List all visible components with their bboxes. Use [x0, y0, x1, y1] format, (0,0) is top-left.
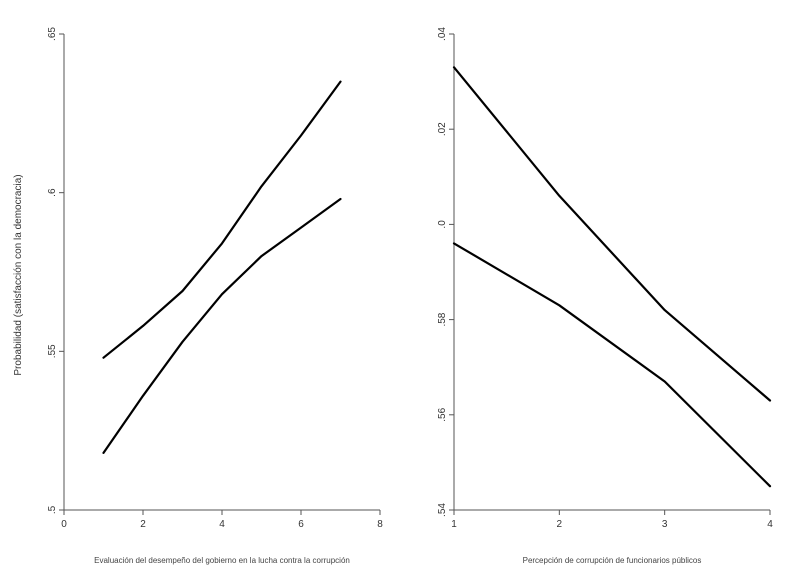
- chart-panels: .5 .55 .6 .65 0 2 4 6 8 Evaluación del desempeño …: [47, 27, 773, 565]
- panel-2-x-tick-label: 3: [662, 519, 668, 530]
- panel-1-y-tick-label: .65: [47, 27, 58, 41]
- panel-1-x-tick-label: 6: [298, 519, 304, 530]
- panel-1-x-tick-label: 8: [377, 519, 383, 530]
- panel-1-x-tick-label: 4: [219, 519, 225, 530]
- panel-1-x-axis-title: Evaluación del desempeño del gobierno en…: [94, 556, 350, 565]
- panel-2: .54 .56 .58 .0 .02 .04 1 2 3 4 Percepción de corru…: [437, 27, 773, 565]
- panel-1: .5 .55 .6 .65 0 2 4 6 8 Evaluación del desempeño …: [47, 27, 383, 565]
- panel-2-series-line-2: [452, 242, 772, 488]
- panel-2-x-axis-title: Percepción de corrupción de funcionarios…: [523, 556, 702, 565]
- panel-1-y-tick-label: .6: [47, 188, 58, 197]
- panel-2-x-tick-label: 2: [557, 519, 563, 530]
- panel-2-y-tick-label: .02: [437, 122, 448, 136]
- panel-2-series-line-1: [452, 66, 772, 402]
- panel-1-y-tick-label: .5: [47, 505, 58, 514]
- panel-1-y-tick-label: .55: [47, 344, 58, 358]
- panel-1-series-line-1: [102, 80, 342, 359]
- panel-2-y-tick-label: .04: [437, 27, 448, 41]
- panel-2-y-tick-label: .54: [437, 503, 448, 517]
- panel-2-y-tick-label: .58: [437, 312, 448, 326]
- panel-1-series-line-2: [102, 197, 342, 454]
- panel-2-y-tick-label: .56: [437, 407, 448, 421]
- panel-2-y-tick-label: .0: [437, 220, 448, 229]
- panel-1-x-tick-label: 0: [61, 519, 67, 530]
- panel-1-x-tick-label: 2: [140, 519, 146, 530]
- panel-2-x-tick-label: 1: [451, 519, 457, 530]
- shared-y-axis-label: Probabilidad (satisfacción con la democr…: [13, 174, 24, 375]
- panel-2-x-tick-label: 4: [767, 519, 773, 530]
